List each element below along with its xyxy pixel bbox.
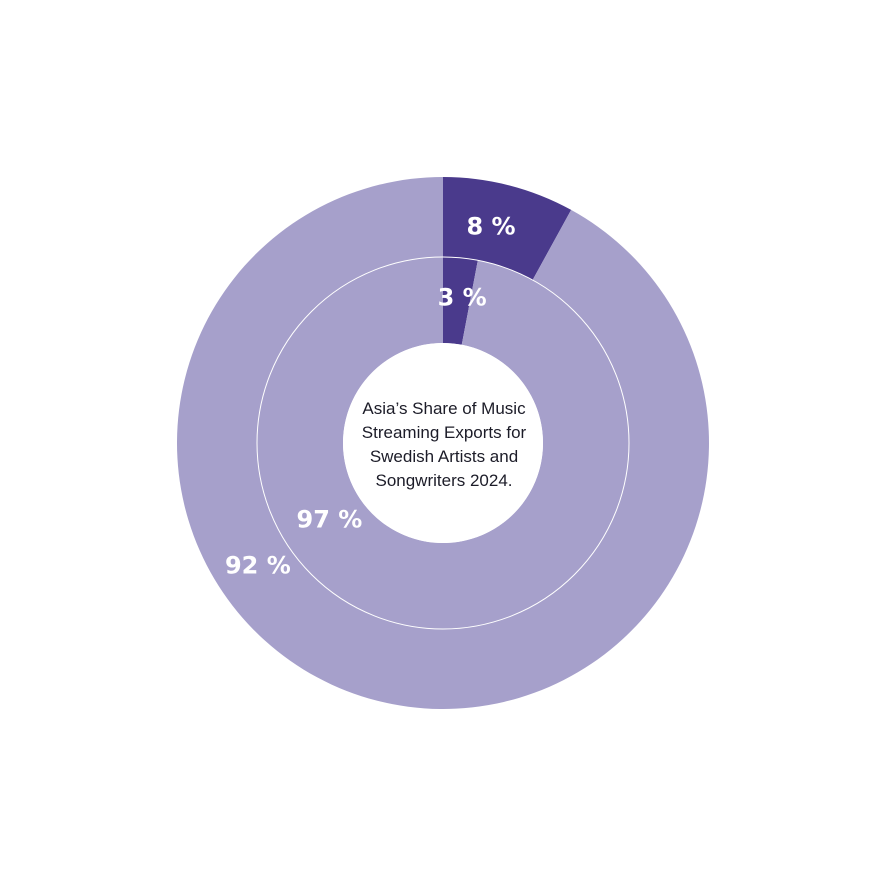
ring-separator bbox=[256, 256, 630, 630]
inner-ring-slice-rest bbox=[256, 257, 629, 630]
outer-ring-label-asia: 8 % bbox=[466, 212, 515, 240]
donut-center-hole bbox=[343, 343, 543, 543]
inner-ring-slice-asia bbox=[443, 257, 478, 345]
outer-ring-slice-rest bbox=[176, 177, 710, 709]
outer-ring-slice-asia bbox=[443, 177, 572, 281]
inner-ring-label-rest: 97 % bbox=[297, 506, 363, 534]
inner-ring-label-asia: 3 % bbox=[438, 283, 487, 311]
outer-ring-label-rest: 92 % bbox=[225, 552, 291, 580]
